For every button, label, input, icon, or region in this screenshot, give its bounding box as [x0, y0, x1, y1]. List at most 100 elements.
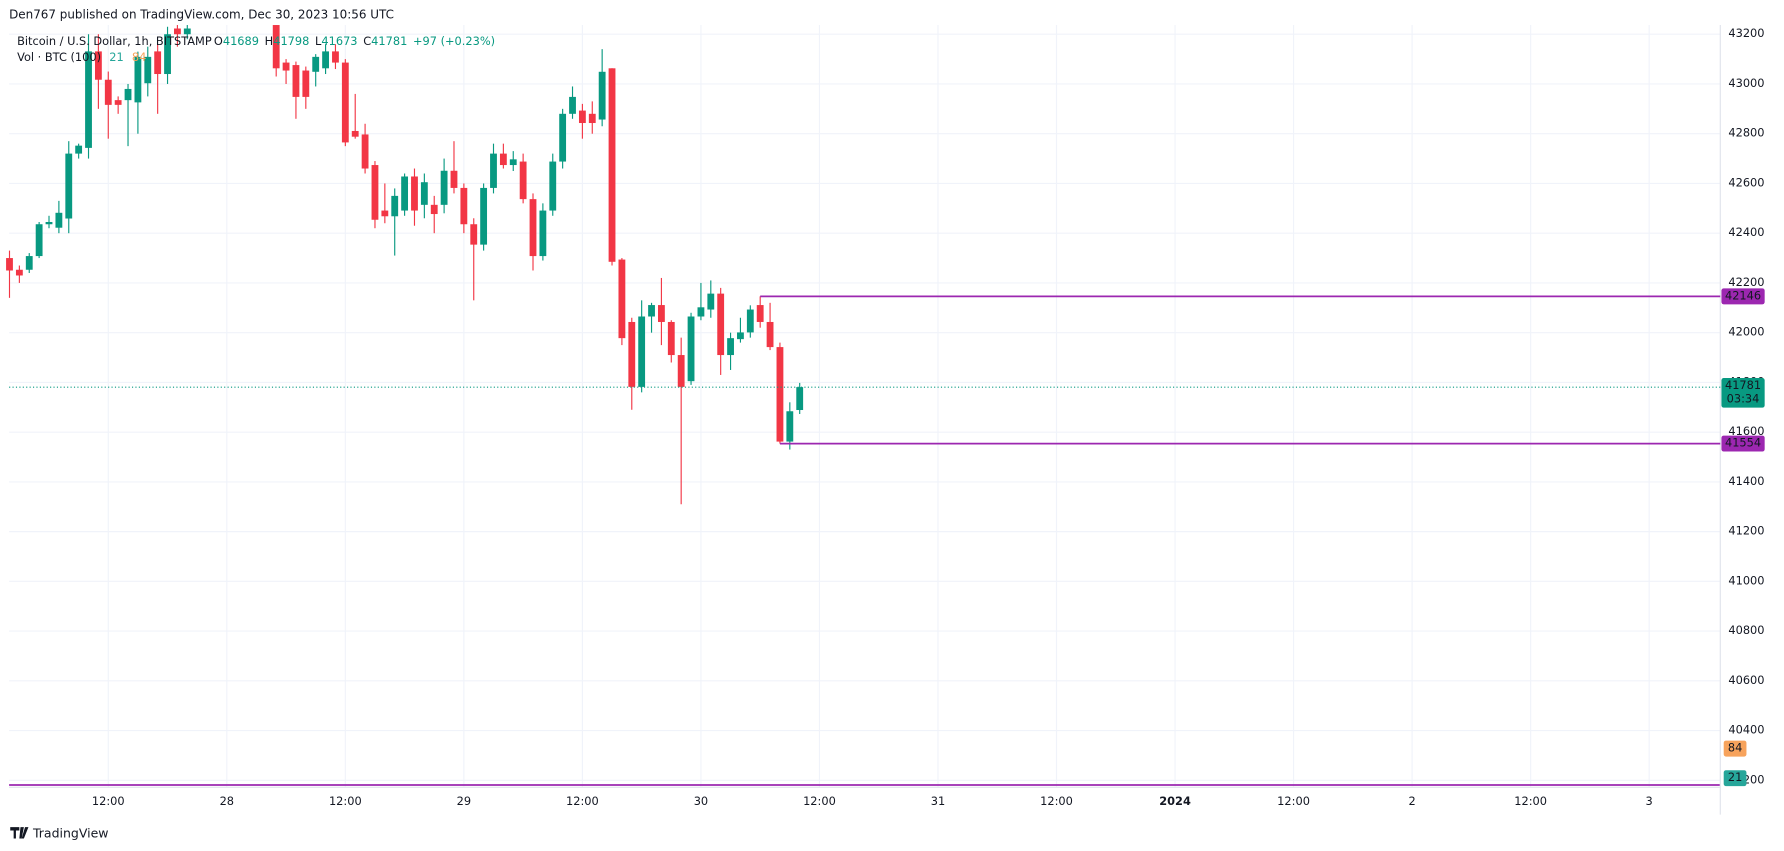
candle-body	[65, 153, 73, 219]
candle-body	[539, 210, 547, 257]
y-tick-label: 41600	[1728, 424, 1764, 438]
header: Den767 published on TradingView.com, Dec…	[9, 7, 394, 21]
candle-body	[114, 100, 122, 105]
candle-body	[332, 51, 339, 63]
volume-legend: Vol · BTC (100) 21 84	[17, 50, 146, 64]
candle-body	[598, 71, 606, 120]
y-tick-label: 41400	[1728, 474, 1764, 488]
candle-body	[292, 65, 300, 97]
candle-body	[756, 305, 764, 322]
y-tick-label: 42600	[1728, 175, 1764, 189]
countdown-label: 03:34	[1727, 392, 1760, 406]
candle-body	[35, 224, 43, 257]
candle-body	[371, 165, 379, 220]
candle-body	[322, 51, 329, 69]
candle-body	[420, 182, 428, 205]
candle-body	[549, 161, 557, 211]
volume-last: 21	[109, 50, 123, 64]
legend-key: C	[363, 34, 371, 48]
candle-body	[786, 411, 794, 442]
candle-body	[351, 130, 359, 137]
legend-key: H	[265, 34, 274, 48]
candle-body	[164, 34, 171, 75]
candle-body	[559, 113, 567, 162]
candle-body	[480, 187, 488, 245]
candle-body	[697, 307, 705, 317]
candle-body	[529, 199, 537, 257]
candle-body	[648, 305, 655, 317]
candle-body	[737, 332, 744, 340]
candle-body	[519, 161, 527, 200]
y-tick-label: 40800	[1728, 623, 1764, 637]
logo: TradingView	[10, 825, 109, 840]
candle-body	[509, 159, 517, 166]
legend-key: O	[214, 34, 223, 48]
candle-body	[717, 293, 725, 356]
candle-body	[608, 68, 616, 262]
y-tick-label: 43200	[1728, 26, 1764, 40]
candle-body	[470, 224, 478, 245]
candle-body	[94, 51, 102, 80]
legend-value: 41689	[223, 34, 259, 48]
candle-body	[677, 355, 685, 387]
candle-body	[401, 176, 409, 211]
legend-ohlc: O41689 H41798 L41673 C41781 +97 (+0.23%)	[214, 34, 495, 48]
candle-body	[55, 212, 63, 228]
candle-body	[727, 338, 734, 356]
candle-body	[499, 153, 507, 166]
candle-body	[490, 153, 497, 188]
legend-title: Bitcoin / U.S. Dollar, 1h, BITSTAMP	[17, 34, 212, 48]
volume-ma-label: 84	[1728, 741, 1742, 755]
x-tick-label: 12:00	[1514, 794, 1547, 808]
candle-body	[183, 28, 191, 35]
y-tick-label: 42800	[1728, 126, 1764, 140]
candle-body	[381, 210, 389, 217]
candle-body	[667, 321, 675, 356]
candle-body	[796, 387, 804, 411]
level-label: 41554	[1725, 436, 1761, 450]
candles	[6, 25, 804, 505]
candle-body	[460, 187, 468, 225]
y-tick-label: 41000	[1728, 573, 1764, 587]
level-tag	[1721, 288, 1765, 305]
y-tick-label: 41200	[1728, 524, 1764, 538]
y-tick-label: 43000	[1728, 76, 1764, 90]
grid	[9, 25, 1721, 788]
candle-body	[302, 70, 310, 97]
volume-ma-tag	[1723, 740, 1747, 757]
last-price-tag	[1721, 378, 1765, 408]
x-tick-label: 29	[457, 794, 471, 808]
candle-body	[85, 51, 92, 148]
volume-ma: 84	[132, 50, 146, 64]
candle-body	[45, 221, 53, 225]
x-tick-label: 12:00	[1277, 794, 1310, 808]
legend-value: 41781	[371, 34, 407, 48]
x-tick-label: 12:00	[1040, 794, 1073, 808]
level-label: 42146	[1725, 288, 1761, 302]
y-tick-label: 42000	[1728, 325, 1764, 339]
candle-body	[687, 316, 695, 382]
candle-body	[411, 176, 418, 211]
candle-body	[144, 56, 152, 84]
candle-body	[628, 321, 636, 387]
candle-body	[312, 56, 320, 72]
candle-body	[440, 170, 448, 205]
candle-body	[618, 259, 626, 339]
x-tick-label: 31	[931, 794, 945, 808]
x-tick-label: 12:00	[329, 794, 362, 808]
x-tick-label: 2024	[1159, 794, 1191, 808]
candle-body	[450, 170, 458, 188]
candle-body	[341, 62, 349, 143]
candle-body	[282, 62, 290, 71]
x-tick-label: 12:00	[92, 794, 125, 808]
legend-change: +97 (+0.23%)	[413, 34, 495, 48]
last-price-label: 41781	[1725, 378, 1761, 392]
x-tick-label: 28	[220, 794, 234, 808]
y-tick-label: 42200	[1728, 275, 1764, 289]
candle-body	[75, 145, 83, 154]
candle-body	[391, 195, 399, 217]
legend-value: 41673	[321, 34, 357, 48]
